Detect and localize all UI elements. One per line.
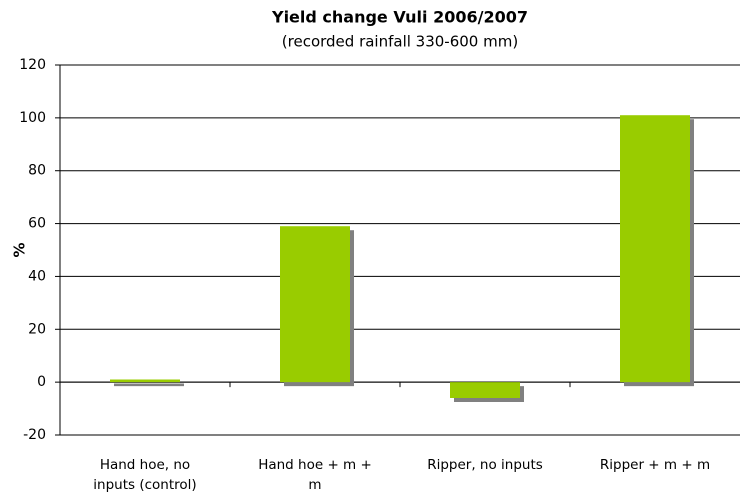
x-tick-label: Ripper + m + m: [599, 457, 711, 473]
bar: [110, 379, 180, 383]
bar: [280, 226, 350, 383]
x-tick-label: Ripper, no inputs: [427, 457, 543, 473]
bar: [450, 382, 520, 398]
y-tick-label: 20: [28, 321, 46, 337]
y-tick-label: 0: [37, 374, 46, 390]
chart-title: Yield change Vuli 2006/2007: [271, 8, 528, 27]
y-tick-label: 80: [28, 163, 46, 179]
bar-shadow: [114, 383, 184, 387]
y-tick-label: 40: [28, 268, 46, 284]
y-tick-label: 100: [19, 110, 46, 126]
y-tick-label: 60: [28, 216, 46, 232]
y-axis-label: %: [11, 242, 29, 257]
x-tick-label: Hand hoe + m + m: [258, 457, 372, 493]
y-tick-label: 120: [19, 57, 46, 73]
x-tick-label: Hand hoe, no inputs (control): [93, 457, 197, 493]
chart-subtitle: (recorded rainfall 330-600 mm): [282, 33, 518, 51]
y-tick-label: -20: [23, 427, 46, 443]
bar: [620, 115, 690, 383]
